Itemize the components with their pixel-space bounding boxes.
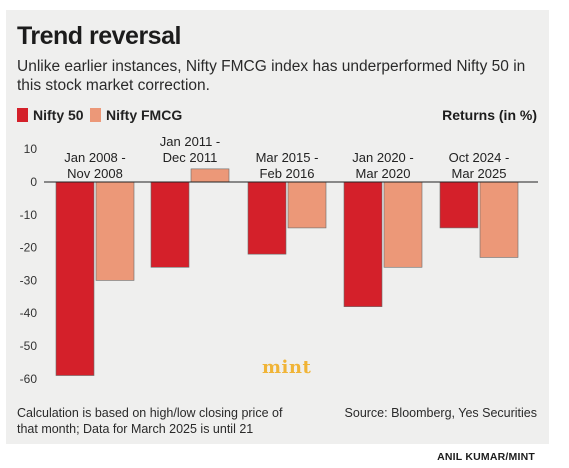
y-tick-label: 0 bbox=[30, 175, 37, 189]
bar-nifty-50 bbox=[343, 181, 383, 307]
legend-swatch-nifty-fmcg bbox=[90, 108, 101, 122]
category-label: Oct 2024 -Mar 2025 bbox=[449, 150, 510, 181]
category-label-line: Jan 2008 - bbox=[64, 150, 125, 165]
category-label-line: Jan 2020 - bbox=[352, 150, 413, 165]
y-tick-label: -40 bbox=[20, 306, 38, 320]
bar-nifty-50 bbox=[55, 181, 95, 376]
y-tick-label: -30 bbox=[20, 273, 38, 287]
bar-nifty-fmcg bbox=[383, 181, 423, 268]
category-label-line: Jan 2011 - bbox=[160, 134, 220, 149]
category-label: Jan 2011 -Dec 2011 bbox=[160, 134, 220, 165]
category-label-line: Mar 2025 bbox=[452, 166, 507, 181]
legend-item-nifty-50: Nifty 50 bbox=[17, 107, 84, 123]
y-tick-label: -10 bbox=[20, 208, 38, 222]
y-tick-label: 10 bbox=[24, 142, 38, 156]
category-label: Mar 2015 -Feb 2016 bbox=[256, 150, 319, 181]
bar-nifty-fmcg bbox=[190, 168, 230, 183]
category-label-line: Mar 2020 bbox=[356, 166, 411, 181]
bar-nifty-fmcg bbox=[479, 181, 519, 258]
bar-nifty-fmcg bbox=[287, 181, 327, 229]
category-label-line: Nov 2008 bbox=[67, 166, 123, 181]
returns-axis-label: Returns (in %) bbox=[442, 107, 537, 123]
category-label: Jan 2008 -Nov 2008 bbox=[64, 150, 125, 181]
y-tick-label: -50 bbox=[20, 339, 38, 353]
category-label-line: Mar 2015 - bbox=[256, 150, 319, 165]
mint-watermark: mint bbox=[262, 357, 312, 378]
legend-item-nifty-fmcg: Nifty FMCG bbox=[90, 107, 182, 123]
y-tick-label: -60 bbox=[20, 372, 38, 386]
bar-nifty-fmcg bbox=[95, 181, 135, 281]
category-label-line: Oct 2024 - bbox=[449, 150, 510, 165]
source-note: Source: Bloomberg, Yes Securities bbox=[344, 406, 537, 420]
category-label-line: Dec 2011 bbox=[163, 150, 218, 165]
category-label: Jan 2020 -Mar 2020 bbox=[352, 150, 413, 181]
chart-subtitle: Unlike earlier instances, Nifty FMCG ind… bbox=[17, 58, 526, 94]
chart-title: Trend reversal bbox=[17, 22, 181, 50]
bar-nifty-50 bbox=[247, 181, 287, 255]
legend-swatch-nifty-50 bbox=[17, 108, 28, 122]
credit-line: ANIL KUMAR/MINT bbox=[437, 451, 535, 463]
bar-nifty-50 bbox=[439, 181, 479, 229]
category-label-line: Feb 2016 bbox=[260, 166, 315, 181]
legend-label-nifty-fmcg: Nifty FMCG bbox=[106, 107, 183, 123]
footnote: Calculation is based on high/low closing… bbox=[17, 406, 283, 436]
legend-label-nifty-50: Nifty 50 bbox=[33, 107, 84, 123]
y-tick-label: -20 bbox=[20, 241, 38, 255]
bar-nifty-50 bbox=[150, 181, 190, 268]
